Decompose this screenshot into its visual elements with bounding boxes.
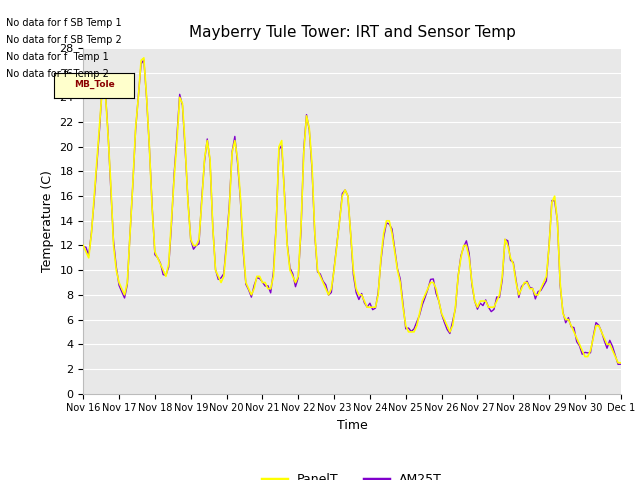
AM25T — [383, 220, 390, 226]
Legend: PanelT, AM25T: PanelT, AM25T — [257, 468, 447, 480]
PanelT — [383, 218, 390, 224]
Title: Mayberry Tule Tower: IRT and Sensor Temp: Mayberry Tule Tower: IRT and Sensor Temp — [189, 25, 515, 40]
Text: No data for f SB Temp 2: No data for f SB Temp 2 — [6, 35, 122, 45]
AM25T — [79, 244, 87, 250]
Text: No data for f  Temp 1: No data for f Temp 1 — [6, 52, 109, 62]
AM25T — [440, 319, 448, 325]
AM25T — [101, 87, 109, 93]
PanelT — [543, 274, 550, 279]
Text: No data for f SB Temp 1: No data for f SB Temp 1 — [6, 18, 122, 28]
Y-axis label: Temperature (C): Temperature (C) — [41, 170, 54, 272]
PanelT — [231, 138, 239, 144]
AM25T — [614, 361, 622, 367]
PanelT — [79, 242, 87, 248]
PanelT — [587, 348, 595, 353]
PanelT — [617, 360, 625, 366]
Text: MB_Tole: MB_Tole — [74, 80, 115, 89]
PanelT — [440, 317, 448, 323]
AM25T — [617, 361, 625, 367]
X-axis label: Time: Time — [337, 419, 367, 432]
AM25T — [587, 350, 595, 356]
AM25T — [140, 57, 148, 63]
PanelT — [140, 55, 148, 61]
AM25T — [231, 133, 239, 139]
PanelT — [101, 88, 109, 94]
AM25T — [543, 278, 550, 284]
Line: PanelT: PanelT — [83, 58, 621, 363]
Text: No data for f  Temp 2: No data for f Temp 2 — [6, 69, 109, 79]
PanelT — [614, 360, 622, 366]
Line: AM25T: AM25T — [83, 60, 621, 364]
